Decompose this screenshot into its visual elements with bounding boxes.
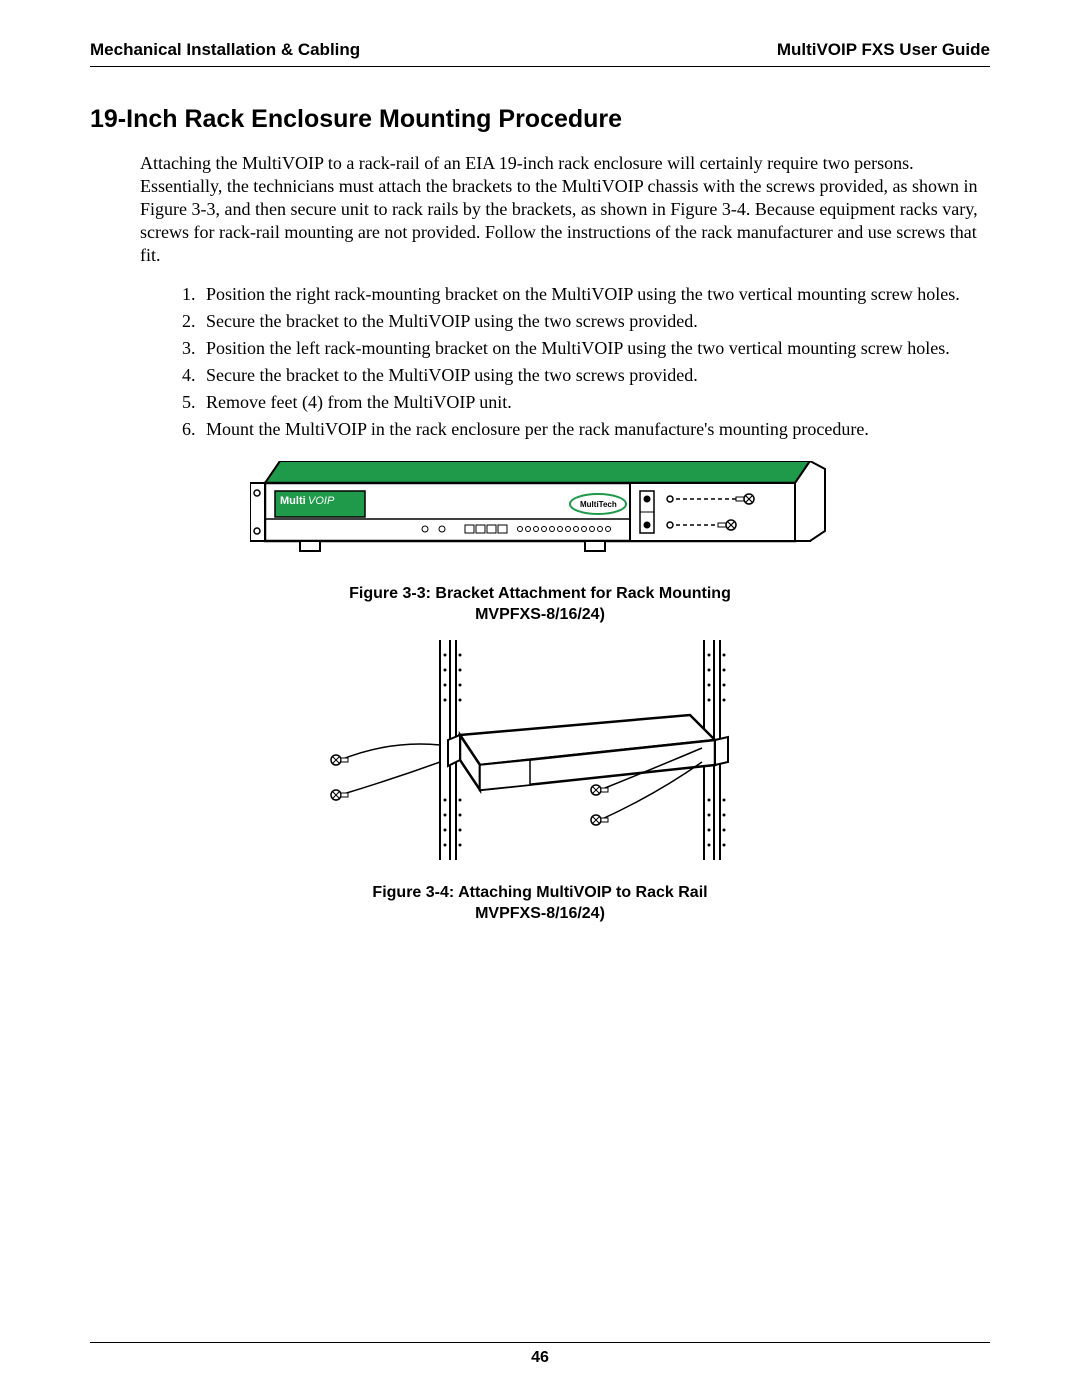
device-diagram: Multi VOIP MultiTech — [250, 461, 830, 571]
header-left: Mechanical Installation & Cabling — [90, 40, 360, 60]
intro-paragraph: Attaching the MultiVOIP to a rack-rail o… — [140, 152, 990, 267]
figure-3-4 — [90, 640, 990, 875]
page-footer: 46 — [90, 1342, 990, 1367]
page-number: 46 — [90, 1349, 990, 1367]
header-right: MultiVOIP FXS User Guide — [777, 40, 990, 60]
document-page: Mechanical Installation & Cabling MultiV… — [0, 0, 1080, 1397]
rack-diagram — [320, 640, 760, 870]
procedure-steps: Position the right rack-mounting bracket… — [200, 283, 990, 441]
figure-caption-line1: Figure 3-3: Bracket Attachment for Rack … — [349, 585, 731, 602]
svg-text:Multi: Multi — [280, 495, 306, 507]
figure-3-4-caption: Figure 3-4: Attaching MultiVOIP to Rack … — [90, 883, 990, 925]
svg-text:VOIP: VOIP — [308, 495, 335, 507]
svg-text:MultiTech: MultiTech — [580, 500, 617, 509]
step-item: Remove feet (4) from the MultiVOIP unit. — [200, 391, 990, 414]
section-title: 19-Inch Rack Enclosure Mounting Procedur… — [90, 105, 990, 134]
step-item: Mount the MultiVOIP in the rack enclosur… — [200, 418, 990, 441]
page-header: Mechanical Installation & Cabling MultiV… — [90, 40, 990, 60]
step-item: Position the left rack-mounting bracket … — [200, 337, 990, 360]
figure-caption-line1: Figure 3-4: Attaching MultiVOIP to Rack … — [372, 884, 707, 901]
figure-3-3-caption: Figure 3-3: Bracket Attachment for Rack … — [90, 584, 990, 626]
figure-caption-line2: MVPFXS-8/16/24) — [475, 905, 605, 922]
header-rule — [90, 66, 990, 67]
footer-rule — [90, 1342, 990, 1343]
step-item: Secure the bracket to the MultiVOIP usin… — [200, 310, 990, 333]
figure-3-3: Multi VOIP MultiTech — [90, 461, 990, 576]
step-item: Position the right rack-mounting bracket… — [200, 283, 990, 306]
step-item: Secure the bracket to the MultiVOIP usin… — [200, 364, 990, 387]
figure-caption-line2: MVPFXS-8/16/24) — [475, 606, 605, 623]
